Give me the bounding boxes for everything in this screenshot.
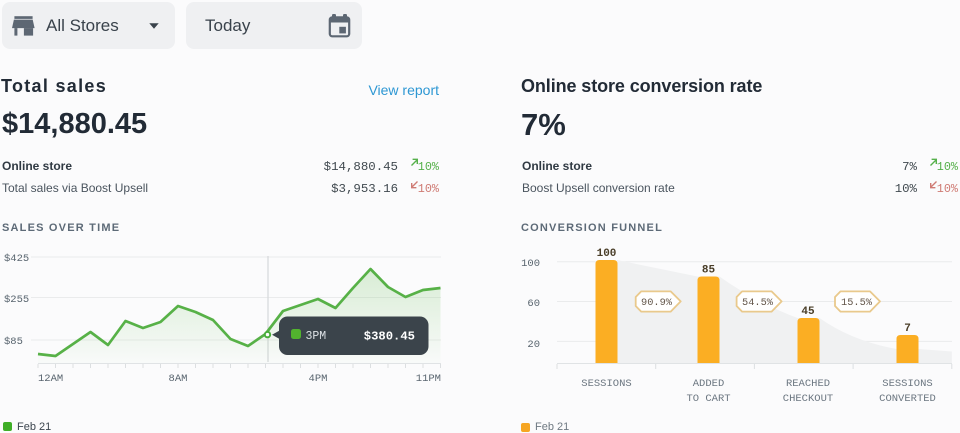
svg-text:SESSIONS: SESSIONS <box>882 378 932 390</box>
svg-text:$85: $85 <box>4 336 23 348</box>
svg-text:TO CART: TO CART <box>686 393 730 405</box>
svg-text:20: 20 <box>527 339 540 351</box>
svg-text:7: 7 <box>904 323 911 335</box>
svg-text:CONVERTED: CONVERTED <box>879 393 936 405</box>
svg-text:CHECKOUT: CHECKOUT <box>783 393 833 405</box>
svg-text:54.5%: 54.5% <box>742 297 774 309</box>
svg-text:45: 45 <box>801 306 815 318</box>
svg-text:$425: $425 <box>4 253 29 265</box>
svg-text:4PM: 4PM <box>309 373 328 385</box>
svg-text:$255: $255 <box>4 294 29 306</box>
svg-text:100: 100 <box>521 258 540 270</box>
svg-text:90.9%: 90.9% <box>641 297 673 309</box>
svg-text:60: 60 <box>527 298 540 310</box>
svg-text:ADDED: ADDED <box>693 378 725 390</box>
svg-text:11PM: 11PM <box>416 373 441 385</box>
svg-text:3PM: 3PM <box>306 330 327 343</box>
svg-text:8AM: 8AM <box>169 373 188 385</box>
svg-text:100: 100 <box>597 248 617 260</box>
svg-text:SESSIONS: SESSIONS <box>581 378 631 390</box>
svg-text:12AM: 12AM <box>38 373 63 385</box>
svg-text:$380.45: $380.45 <box>364 330 415 344</box>
svg-text:15.5%: 15.5% <box>841 297 873 309</box>
svg-text:REACHED: REACHED <box>786 378 830 390</box>
svg-text:85: 85 <box>702 265 716 277</box>
